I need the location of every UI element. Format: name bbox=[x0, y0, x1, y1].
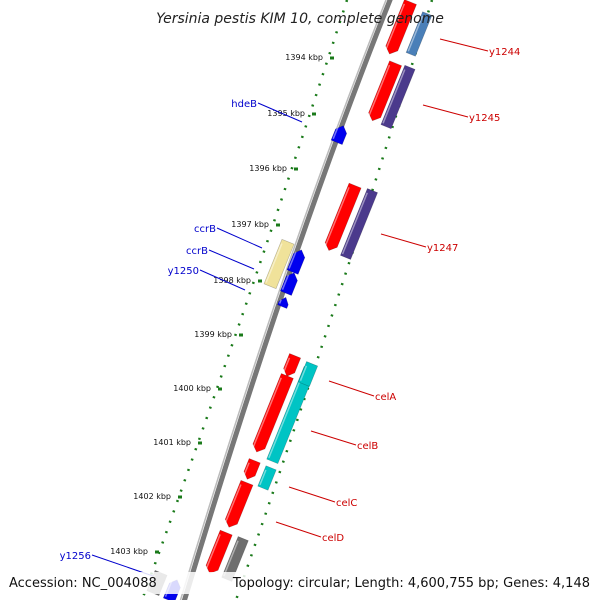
gene-label-y1256[interactable]: y1256 bbox=[60, 551, 91, 562]
gene-label-celC[interactable]: celC bbox=[336, 498, 357, 509]
label-connector bbox=[310, 430, 357, 446]
celD-partner-gene[interactable] bbox=[204, 529, 233, 576]
kbp-label: 1395 kbp bbox=[267, 109, 305, 118]
footer-band bbox=[0, 572, 600, 594]
kbp-ruler: 1394 kbp 1395 kbp 1396 kbp 1397 kbp 1398 kbp… bbox=[110, 53, 334, 556]
label-connector bbox=[439, 38, 489, 52]
genome-summary: Topology: circular; Length: 4,600,755 bp… bbox=[232, 576, 590, 591]
cel-gene-small[interactable] bbox=[281, 353, 302, 379]
y1245-gene[interactable] bbox=[366, 60, 403, 123]
gene-labels: y1244 y1245 hdeB y1247 ccrB ccrB y1250 celA celB… bbox=[60, 38, 520, 577]
label-connector bbox=[199, 269, 246, 291]
kbp-label: 1401 kbp bbox=[153, 438, 191, 447]
kbp-label: 1397 kbp bbox=[231, 220, 269, 229]
gene-label-y1250[interactable]: y1250 bbox=[168, 266, 199, 277]
outer-tick-track bbox=[140, 0, 349, 600]
celA-gene[interactable] bbox=[251, 373, 294, 455]
gene-label-celD[interactable]: celD bbox=[322, 533, 344, 544]
genome-backbone bbox=[181, 0, 393, 600]
y1250-gene[interactable] bbox=[279, 271, 299, 296]
label-connector bbox=[275, 521, 322, 538]
hdeB-gene[interactable] bbox=[330, 123, 349, 145]
gene-label-y1245[interactable]: y1245 bbox=[469, 113, 500, 124]
label-connector bbox=[328, 380, 375, 397]
map-title: Yersinia pestis KIM 10, complete genome bbox=[156, 11, 444, 27]
kbp-label: 1403 kbp bbox=[110, 547, 148, 556]
gene-label-ccrB[interactable]: ccrB bbox=[194, 224, 216, 235]
kbp-label: 1396 kbp bbox=[249, 164, 287, 173]
gene-label-y1247[interactable]: y1247 bbox=[427, 243, 458, 254]
gene-label-celB[interactable]: celB bbox=[357, 441, 378, 452]
y1244-partner[interactable] bbox=[405, 11, 433, 57]
celC-gene[interactable] bbox=[242, 458, 261, 481]
gene-label-celA[interactable]: celA bbox=[375, 392, 396, 403]
kbp-label: 1398 kbp bbox=[213, 276, 251, 285]
label-connector bbox=[208, 249, 255, 270]
genome-backbone-shadow bbox=[179, 0, 387, 600]
label-connector bbox=[380, 233, 427, 248]
y1247-partner[interactable] bbox=[340, 188, 378, 260]
label-connector bbox=[288, 486, 336, 503]
kbp-label: 1394 kbp bbox=[285, 53, 323, 62]
kbp-label: 1402 kbp bbox=[133, 492, 171, 501]
y1250-small-gene[interactable] bbox=[277, 295, 290, 309]
accession-label: Accession: NC_004088 bbox=[9, 576, 157, 591]
gene-label-y1244[interactable]: y1244 bbox=[489, 47, 520, 58]
y1244-gene[interactable] bbox=[383, 0, 417, 56]
kbp-label: 1399 kbp bbox=[194, 330, 232, 339]
celC-partner[interactable] bbox=[257, 465, 277, 491]
feature-track bbox=[146, 0, 433, 600]
kbp-label: 1400 kbp bbox=[173, 384, 211, 393]
ccrB-gene-1[interactable] bbox=[263, 238, 295, 290]
label-connector bbox=[257, 102, 303, 123]
label-connector bbox=[422, 104, 469, 118]
gene-label-ccrB[interactable]: ccrB bbox=[186, 246, 208, 257]
y1245-partner[interactable] bbox=[380, 64, 416, 130]
label-connector bbox=[216, 227, 263, 249]
celD-gene[interactable] bbox=[223, 479, 254, 529]
ccrB-gene-2[interactable] bbox=[286, 248, 307, 275]
gene-label-hdeB[interactable]: hdeB bbox=[231, 99, 257, 110]
celB-cap[interactable] bbox=[297, 361, 319, 387]
y1247-gene[interactable] bbox=[323, 182, 362, 253]
